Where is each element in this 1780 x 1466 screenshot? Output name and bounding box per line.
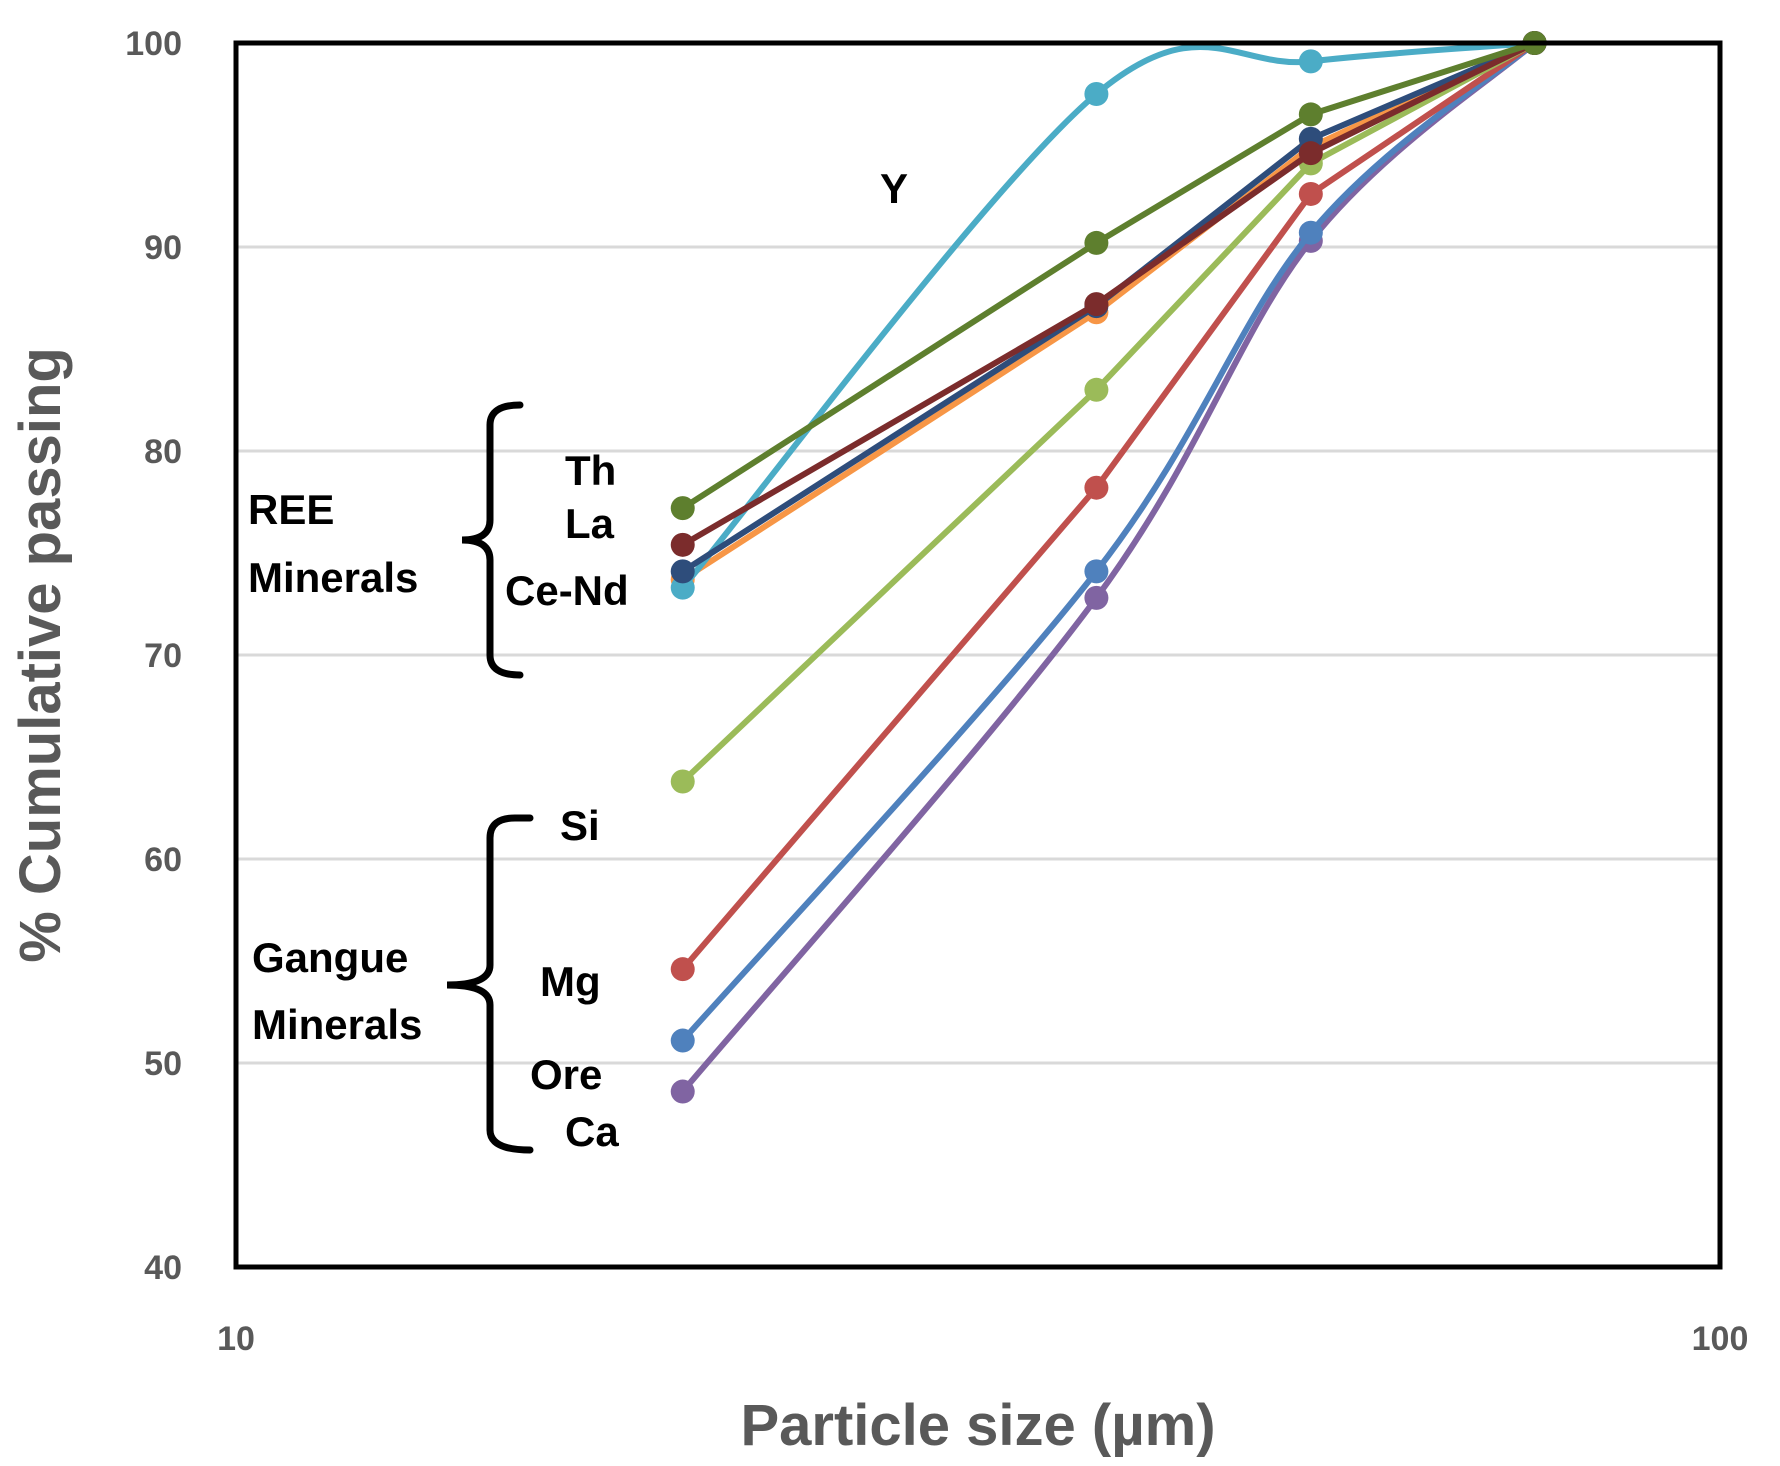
point-si-0 bbox=[670, 769, 695, 794]
point-si-1 bbox=[1084, 377, 1109, 402]
series-line-y bbox=[679, 40, 1538, 591]
annotation-ca: Ca bbox=[565, 1108, 619, 1155]
y-tick-labels: 40 50 60 70 80 90 100 bbox=[125, 25, 182, 1287]
series-line-ce-nd bbox=[679, 40, 1538, 575]
x-tick-label-1: 100 bbox=[1692, 1320, 1749, 1358]
y-tick-label-2: 60 bbox=[144, 841, 182, 879]
series-layer bbox=[670, 31, 1547, 1104]
annotation-ce-nd: Ce-Nd bbox=[505, 567, 629, 614]
gangue-bracket bbox=[446, 814, 534, 1154]
point-y-2 bbox=[1298, 49, 1323, 74]
annotation-gangue-line2: Minerals bbox=[252, 1001, 422, 1048]
series-y bbox=[670, 31, 1547, 600]
series-line-si bbox=[679, 40, 1538, 785]
point-la-0 bbox=[670, 532, 695, 557]
point-ca-1 bbox=[1084, 585, 1109, 610]
gridlines bbox=[236, 245, 1720, 1065]
y-tick-label-6: 100 bbox=[125, 25, 182, 63]
point-th-0 bbox=[670, 496, 695, 521]
y-tick-label-0: 40 bbox=[144, 1249, 182, 1287]
annotation-ree-line2: Minerals bbox=[248, 554, 418, 601]
series-line-la bbox=[679, 40, 1538, 548]
x-tick-label-0: 10 bbox=[217, 1320, 255, 1358]
series-ca bbox=[670, 31, 1547, 1104]
ree-bracket bbox=[461, 401, 524, 679]
series-line-ca bbox=[679, 40, 1538, 1095]
annotation-la: La bbox=[565, 500, 615, 547]
y-tick-label-5: 90 bbox=[144, 229, 182, 267]
point-la-1 bbox=[1084, 292, 1109, 317]
annotation-th: Th bbox=[565, 447, 616, 494]
series-mg bbox=[670, 31, 1547, 982]
y-tick-label-1: 50 bbox=[144, 1045, 182, 1083]
point-ore-0 bbox=[670, 1028, 695, 1053]
x-tick-labels: 10 100 bbox=[217, 1320, 1748, 1358]
series-line-ore bbox=[679, 40, 1538, 1044]
series-ce-nd-ce bbox=[670, 31, 1547, 592]
point-mg-0 bbox=[670, 957, 695, 982]
annotation-ore: Ore bbox=[530, 1051, 602, 1098]
annotation-y: Y bbox=[880, 165, 908, 212]
point-la-2 bbox=[1298, 141, 1323, 166]
point-mg-2 bbox=[1298, 181, 1323, 206]
x-axis-title: Particle size (µm) bbox=[740, 1393, 1215, 1458]
annotation-si: Si bbox=[560, 802, 600, 849]
y-tick-label-3: 70 bbox=[144, 637, 182, 675]
series-th bbox=[670, 31, 1547, 521]
series-line-th bbox=[679, 40, 1538, 512]
annotation-gangue-line1: Gangue bbox=[252, 934, 408, 981]
series-line-mg bbox=[679, 40, 1538, 973]
point-ce-nd-0 bbox=[670, 559, 695, 584]
series-ore bbox=[670, 31, 1547, 1053]
plot-area-border bbox=[233, 40, 1723, 1270]
series-line-ce-nd-ce bbox=[679, 40, 1538, 583]
y-tick-label-4: 80 bbox=[144, 433, 182, 471]
point-ore-1 bbox=[1084, 559, 1109, 584]
annotation-mg: Mg bbox=[540, 958, 601, 1005]
annotation-ree-line1: REE bbox=[248, 486, 334, 533]
point-ore-2 bbox=[1298, 220, 1323, 245]
series-si bbox=[670, 31, 1547, 794]
y-axis-title: % Cumulative passing bbox=[8, 347, 73, 963]
point-y-1 bbox=[1084, 82, 1109, 106]
point-ca-0 bbox=[670, 1079, 695, 1104]
point-th-1 bbox=[1084, 230, 1109, 255]
point-th-2 bbox=[1298, 102, 1323, 127]
point-mg-1 bbox=[1084, 475, 1109, 500]
